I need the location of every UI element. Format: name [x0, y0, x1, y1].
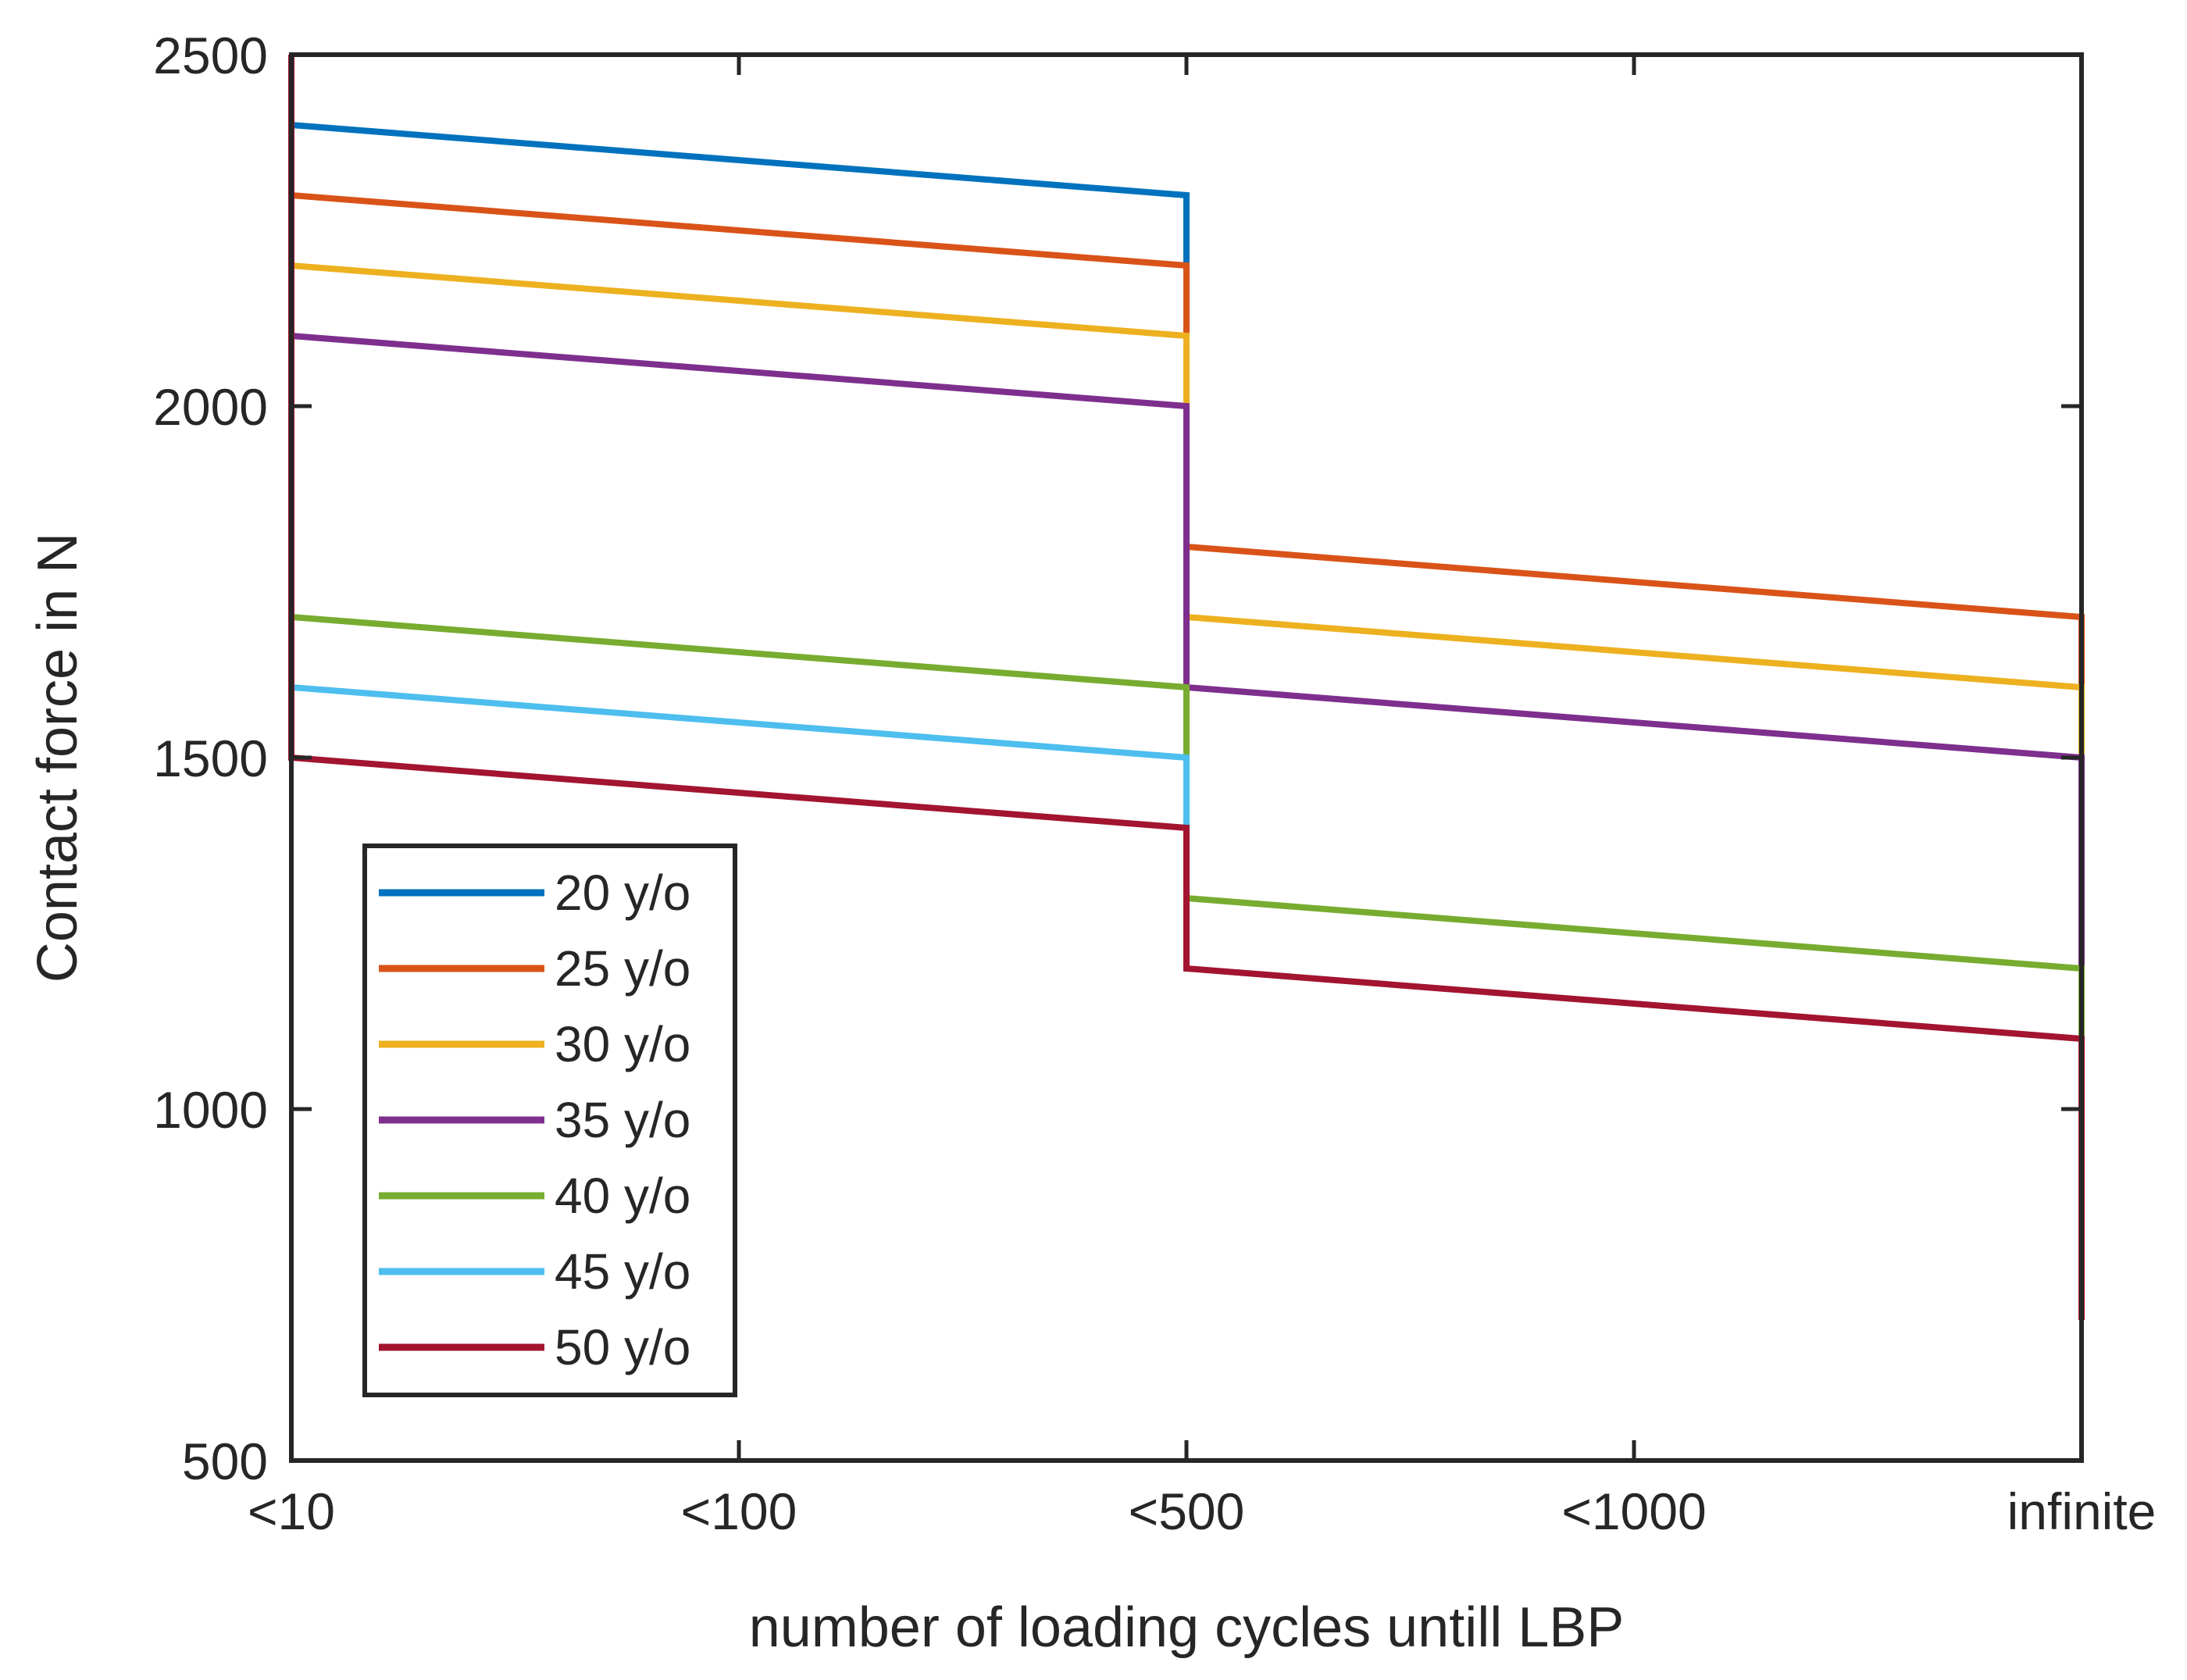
x-tick-label: infinite: [2007, 1482, 2157, 1540]
ticks-layer: [289, 52, 2084, 1463]
y-tick-label: 1000: [153, 1081, 268, 1139]
legend-label: 50 y/o: [555, 1319, 690, 1375]
y-tick-label: 2000: [153, 378, 268, 436]
series-line-45-y-o: [288, 617, 1190, 828]
y-tick-label: 1500: [153, 729, 268, 787]
legend-label: 45 y/o: [555, 1243, 690, 1300]
legend-label: 30 y/o: [555, 1016, 690, 1072]
legend-label: 20 y/o: [555, 865, 690, 921]
legend-label: 25 y/o: [555, 940, 690, 997]
tick-labels-layer: <10 <100 <500 <1000 infinite 500 1000 1500 2000 2…: [153, 27, 2156, 1540]
x-axis-label: number of loading cycles untill LBP: [749, 1596, 1625, 1659]
y-tick-label: 2500: [153, 27, 268, 84]
y-axis-label: Contact force in N: [27, 533, 89, 983]
x-tick-label: <100: [681, 1482, 797, 1540]
x-tick-label: <500: [1129, 1482, 1245, 1540]
x-tick-label: <10: [248, 1482, 335, 1540]
series-line-20-y-o: [288, 55, 1190, 266]
x-tick-label: <1000: [1561, 1482, 1706, 1540]
legend-label: 35 y/o: [555, 1092, 690, 1148]
legend: 20 y/o 25 y/o 30 y/o 35 y/o 40 y/o 45 y/o 50 y…: [362, 844, 737, 1397]
y-tick-label: 500: [182, 1432, 268, 1490]
legend-label: 40 y/o: [555, 1168, 690, 1224]
